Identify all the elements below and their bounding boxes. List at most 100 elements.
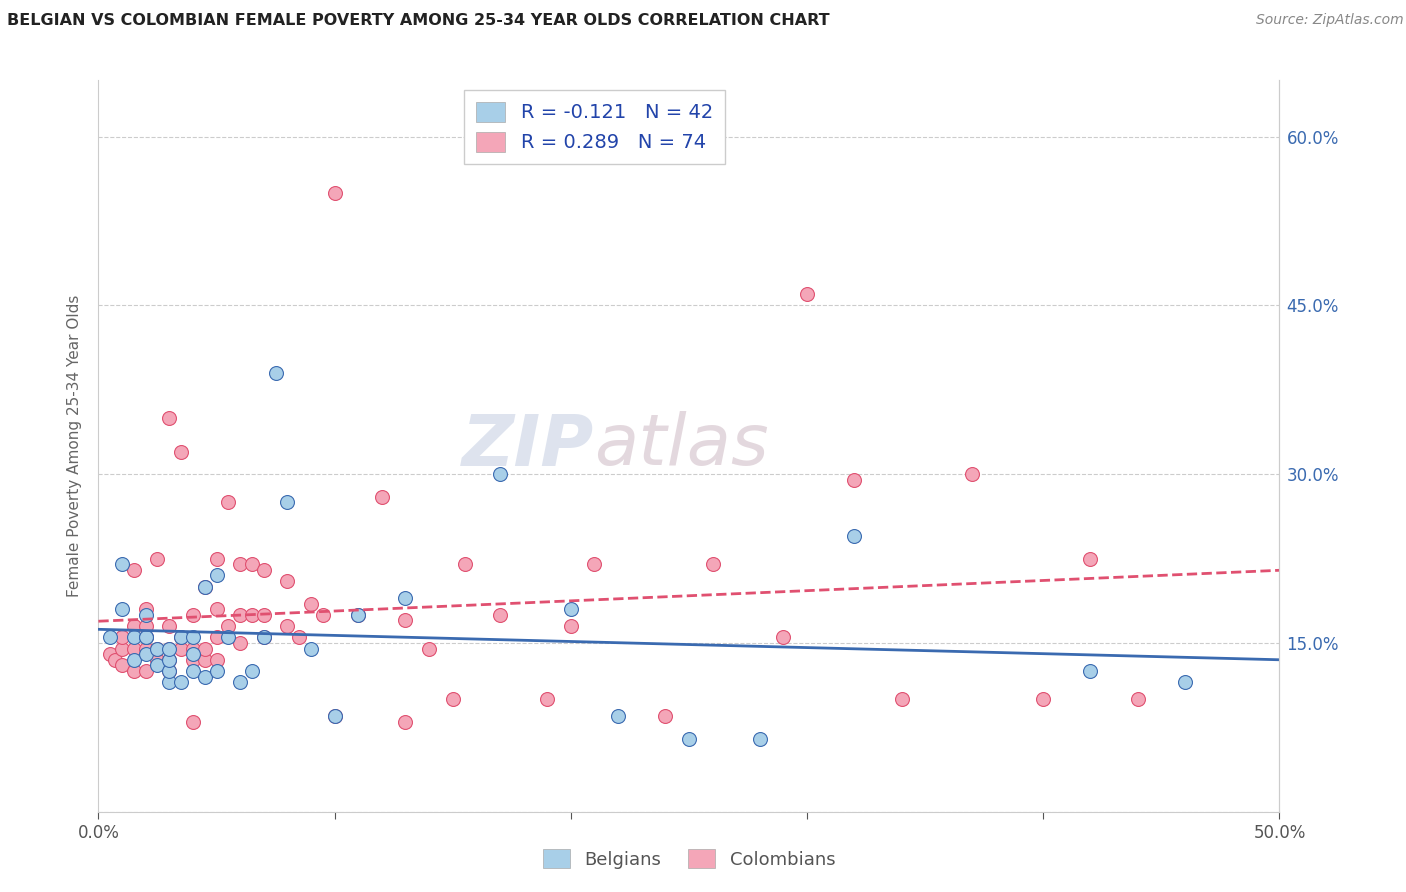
Point <box>157 664 180 678</box>
Point <box>229 636 252 650</box>
Point <box>146 641 169 656</box>
Point <box>181 630 204 644</box>
Point <box>229 557 252 571</box>
Point <box>844 529 866 543</box>
Point <box>181 641 204 656</box>
Point <box>1126 692 1149 706</box>
Point <box>217 495 239 509</box>
Point <box>98 630 121 644</box>
Point <box>205 568 228 582</box>
Point <box>205 551 228 566</box>
Point <box>323 709 346 723</box>
Point <box>146 653 169 667</box>
Point <box>157 410 180 425</box>
Point <box>170 444 193 458</box>
Point <box>240 664 263 678</box>
Point <box>157 641 180 656</box>
Point <box>264 366 287 380</box>
Text: BELGIAN VS COLOMBIAN FEMALE POVERTY AMONG 25-34 YEAR OLDS CORRELATION CHART: BELGIAN VS COLOMBIAN FEMALE POVERTY AMON… <box>7 13 830 29</box>
Point <box>194 641 217 656</box>
Point <box>194 580 217 594</box>
Point <box>181 653 204 667</box>
Point <box>111 557 134 571</box>
Point <box>111 630 134 644</box>
Point <box>122 630 145 644</box>
Point <box>748 731 770 746</box>
Point <box>205 653 228 667</box>
Point <box>157 619 180 633</box>
Legend: Belgians, Colombians: Belgians, Colombians <box>536 842 842 876</box>
Point <box>205 630 228 644</box>
Point <box>135 630 157 644</box>
Point <box>240 607 263 622</box>
Point <box>772 630 794 644</box>
Text: atlas: atlas <box>595 411 769 481</box>
Point <box>170 641 193 656</box>
Point <box>489 607 512 622</box>
Point <box>240 557 263 571</box>
Point <box>583 557 606 571</box>
Point <box>796 287 818 301</box>
Point <box>418 641 440 656</box>
Point <box>489 467 512 482</box>
Point <box>253 630 276 644</box>
Point <box>157 653 180 667</box>
Point <box>111 641 134 656</box>
Point <box>135 647 157 661</box>
Point <box>312 607 335 622</box>
Point <box>1032 692 1054 706</box>
Text: ZIP: ZIP <box>463 411 595 481</box>
Point <box>607 709 630 723</box>
Point <box>170 630 193 644</box>
Point <box>1080 551 1102 566</box>
Point <box>323 186 346 200</box>
Point <box>146 641 169 656</box>
Point <box>453 557 475 571</box>
Point <box>194 580 217 594</box>
Point <box>1174 675 1197 690</box>
Point <box>122 653 145 667</box>
Point <box>299 641 322 656</box>
Point <box>135 641 157 656</box>
Text: Source: ZipAtlas.com: Source: ZipAtlas.com <box>1256 13 1403 28</box>
Point <box>135 602 157 616</box>
Point <box>157 653 180 667</box>
Point <box>323 709 346 723</box>
Point <box>122 641 145 656</box>
Point <box>205 602 228 616</box>
Point <box>253 607 276 622</box>
Point <box>347 607 370 622</box>
Point <box>962 467 984 482</box>
Point <box>181 647 204 661</box>
Point <box>371 490 394 504</box>
Point <box>394 591 416 605</box>
Point <box>654 709 676 723</box>
Point <box>702 557 724 571</box>
Point <box>678 731 700 746</box>
Point <box>122 563 145 577</box>
Point <box>181 714 204 729</box>
Point <box>135 630 157 644</box>
Point <box>276 619 298 633</box>
Point <box>890 692 912 706</box>
Point <box>844 473 866 487</box>
Y-axis label: Female Poverty Among 25-34 Year Olds: Female Poverty Among 25-34 Year Olds <box>67 295 83 597</box>
Point <box>181 664 204 678</box>
Point <box>347 607 370 622</box>
Point <box>536 692 558 706</box>
Point <box>146 658 169 673</box>
Point <box>104 653 127 667</box>
Point <box>229 675 252 690</box>
Point <box>157 664 180 678</box>
Point <box>1080 664 1102 678</box>
Point <box>394 714 416 729</box>
Point <box>157 641 180 656</box>
Point <box>146 551 169 566</box>
Point <box>170 675 193 690</box>
Point <box>135 607 157 622</box>
Point <box>122 619 145 633</box>
Point <box>135 630 157 644</box>
Point <box>157 675 180 690</box>
Point <box>122 664 145 678</box>
Point <box>170 630 193 644</box>
